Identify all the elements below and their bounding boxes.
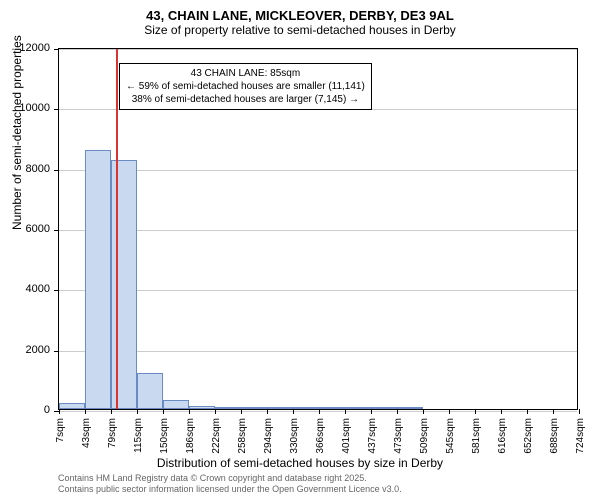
x-tick-mark (579, 409, 580, 414)
annotation-line: 38% of semi-detached houses are larger (… (126, 93, 365, 106)
x-tick-mark (475, 409, 476, 414)
histogram-bar (267, 407, 293, 409)
x-tick-mark (267, 409, 268, 414)
x-tick-mark (423, 409, 424, 414)
annotation-box: 43 CHAIN LANE: 85sqm← 59% of semi-detach… (119, 63, 372, 110)
x-tick-mark (293, 409, 294, 414)
annotation-line: ← 59% of semi-detached houses are smalle… (126, 80, 365, 93)
y-tick-label: 2000 (0, 344, 50, 356)
page-title: 43, CHAIN LANE, MICKLEOVER, DERBY, DE3 9… (0, 0, 600, 23)
histogram-bar (319, 407, 345, 409)
x-tick-mark (371, 409, 372, 414)
grid-line (59, 49, 577, 50)
histogram-bar (371, 407, 397, 409)
footer-line: Contains HM Land Registry data © Crown c… (58, 473, 402, 485)
histogram-bar (85, 150, 111, 409)
footer-line: Contains public sector information licen… (58, 484, 402, 496)
y-tick-label: 12000 (0, 42, 50, 54)
x-tick-mark (553, 409, 554, 414)
y-tick-mark (54, 351, 59, 352)
x-tick-mark (59, 409, 60, 414)
annotation-line: 43 CHAIN LANE: 85sqm (126, 67, 365, 80)
y-tick-mark (54, 170, 59, 171)
y-tick-label: 6000 (0, 223, 50, 235)
x-tick-mark (241, 409, 242, 414)
footer-attribution: Contains HM Land Registry data © Crown c… (58, 473, 402, 496)
x-tick-mark (85, 409, 86, 414)
x-tick-mark (397, 409, 398, 414)
histogram-bar (241, 407, 267, 409)
x-tick-mark (163, 409, 164, 414)
y-tick-label: 0 (0, 404, 50, 416)
x-tick-mark (345, 409, 346, 414)
histogram-bar (345, 407, 371, 409)
chart-plot-area: 43 CHAIN LANE: 85sqm← 59% of semi-detach… (58, 48, 578, 410)
y-axis-label: Number of semi-detached properties (10, 35, 24, 230)
histogram-bar (293, 407, 319, 409)
histogram-bar (397, 407, 423, 409)
y-tick-label: 4000 (0, 283, 50, 295)
x-tick-mark (319, 409, 320, 414)
y-tick-mark (54, 290, 59, 291)
y-tick-mark (54, 49, 59, 50)
y-tick-mark (54, 230, 59, 231)
histogram-bar (59, 403, 85, 409)
histogram-bar (137, 373, 163, 409)
x-tick-mark (449, 409, 450, 414)
x-tick-label: 724sqm (575, 418, 600, 454)
x-tick-mark (527, 409, 528, 414)
histogram-bar (189, 406, 215, 409)
histogram-bar (215, 407, 241, 409)
page-subtitle: Size of property relative to semi-detach… (0, 23, 600, 41)
property-marker-line (116, 49, 118, 409)
y-tick-mark (54, 109, 59, 110)
x-tick-mark (215, 409, 216, 414)
histogram-bar (163, 400, 189, 409)
y-tick-label: 8000 (0, 163, 50, 175)
x-axis-label: Distribution of semi-detached houses by … (0, 456, 600, 470)
x-tick-mark (501, 409, 502, 414)
x-tick-mark (189, 409, 190, 414)
x-tick-mark (137, 409, 138, 414)
x-tick-mark (111, 409, 112, 414)
y-tick-label: 10000 (0, 102, 50, 114)
